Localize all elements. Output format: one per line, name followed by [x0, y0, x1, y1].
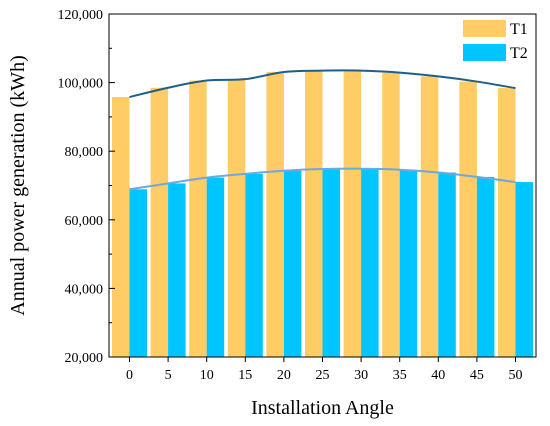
bar-t1-45: [459, 81, 477, 358]
legend-label-t1: T1: [510, 21, 528, 38]
y-axis-title: Annual power generation (kWh): [7, 55, 29, 315]
bar-t1-25: [305, 70, 323, 357]
legend-swatch-t2: [463, 44, 506, 61]
y-tick-label: 20,000: [65, 351, 104, 366]
x-tick-label: 10: [200, 368, 214, 383]
x-tick-label: 50: [509, 368, 523, 383]
y-tick-label: 80,000: [65, 145, 104, 160]
bars-layer: [112, 70, 533, 358]
x-tick-label: 35: [393, 368, 407, 383]
legend: T1 T2: [463, 20, 528, 62]
bar-t2-30: [361, 168, 379, 357]
y-tick-label: 60,000: [65, 214, 104, 229]
bar-t2-5: [168, 183, 186, 357]
x-axis-title: Installation Angle: [251, 397, 394, 419]
bar-t1-5: [150, 87, 169, 358]
bar-t2-25: [322, 169, 340, 357]
bar-t2-35: [399, 169, 418, 357]
x-tick-label: 20: [277, 368, 291, 383]
bar-t2-0: [129, 189, 147, 357]
x-tick-label: 15: [238, 368, 252, 383]
x-tick-label: 5: [165, 368, 172, 383]
x-tick-label: 45: [470, 368, 484, 383]
y-tick-label: 120,000: [58, 8, 104, 23]
bar-t1-15: [227, 79, 246, 358]
legend-swatch-t1: [463, 20, 506, 37]
bar-t2-40: [438, 172, 456, 357]
bar-t2-20: [283, 170, 302, 357]
bar-t1-30: [343, 70, 362, 357]
bar-t1-10: [189, 80, 207, 358]
y-axis-ticks: 20,000 40,000 60,000 80,000 100,000 120,000: [58, 8, 115, 366]
bar-t2-10: [206, 177, 225, 357]
x-tick-label: 0: [126, 368, 133, 383]
bar-t1-20: [266, 71, 284, 357]
bar-t1-40: [420, 76, 439, 358]
trend-lines-layer: [129, 69, 516, 191]
bar-t2-15: [245, 173, 263, 357]
y-tick-label: 40,000: [65, 282, 104, 297]
bar-t1-35: [382, 72, 400, 357]
x-tick-label: 40: [431, 368, 445, 383]
trend-line-t2: [129, 167, 516, 191]
x-axis-ticks: 0 5 10 15 20 25 30 35 40 45 50: [126, 357, 523, 383]
x-tick-label: 30: [354, 368, 368, 383]
legend-label-t2: T2: [510, 45, 528, 62]
bar-t2-50: [515, 182, 533, 357]
bar-t1-50: [498, 88, 516, 357]
x-tick-label: 25: [316, 368, 330, 383]
bar-t1-0: [112, 97, 130, 358]
y-tick-label: 100,000: [58, 77, 104, 92]
trend-line-t1: [129, 69, 516, 98]
bar-t2-45: [476, 176, 495, 357]
